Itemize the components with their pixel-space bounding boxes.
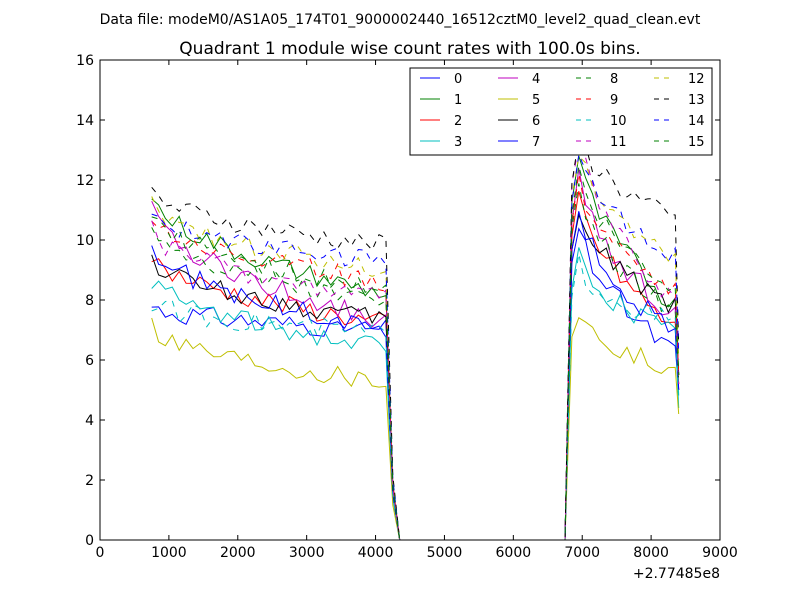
series-line-6	[151, 213, 680, 541]
y-tick-label: 4	[85, 413, 94, 429]
legend-label-7: 7	[532, 135, 540, 150]
legend-label-5: 5	[532, 93, 540, 108]
legend-label-4: 4	[532, 72, 540, 87]
series-line-5	[151, 317, 680, 541]
series-line-11	[151, 143, 680, 541]
y-tick-label: 2	[85, 473, 94, 489]
x-tick-label: 4000	[358, 545, 394, 561]
series-line-13	[151, 136, 680, 541]
series-line-8	[151, 183, 680, 541]
legend-label-2: 2	[454, 114, 462, 129]
legend-label-11: 11	[610, 135, 627, 150]
chart-title: Quadrant 1 module wise count rates with …	[179, 39, 640, 59]
x-tick-label: 3000	[289, 545, 325, 561]
series-line-10	[151, 253, 680, 541]
legend-label-0: 0	[454, 72, 462, 87]
y-tick-label: 16	[76, 53, 94, 69]
x-tick-label: 8000	[633, 545, 669, 561]
series-line-3	[151, 247, 680, 541]
x-tick-label: 1000	[151, 545, 187, 561]
y-tick-label: 0	[85, 533, 94, 549]
x-axis: 0 1000 2000 3000 4000 5000 6000 7000 8000 9000	[96, 60, 738, 561]
legend-label-8: 8	[610, 72, 618, 87]
series-line-12	[151, 155, 680, 541]
series-line-9	[151, 173, 680, 541]
x-tick-label: 9000	[702, 545, 738, 561]
legend-label-15: 15	[688, 135, 705, 150]
x-tick-label: 6000	[496, 545, 532, 561]
y-tick-label: 6	[85, 353, 94, 369]
x-axis-offset-label: +2.77485e8	[633, 566, 720, 582]
plot-series	[151, 136, 680, 541]
legend-label-13: 13	[688, 93, 705, 108]
x-tick-label: 0	[96, 545, 105, 561]
y-tick-label: 8	[85, 293, 94, 309]
y-tick-label: 12	[76, 173, 94, 189]
legend-label-14: 14	[688, 114, 705, 129]
x-tick-label: 5000	[427, 545, 463, 561]
legend-label-1: 1	[454, 93, 462, 108]
legend-label-10: 10	[610, 114, 627, 129]
legend-frame	[409, 67, 713, 156]
x-tick-label: 2000	[220, 545, 256, 561]
y-tick-label: 10	[76, 233, 94, 249]
legend-label-9: 9	[610, 93, 618, 108]
y-tick-label: 14	[76, 113, 94, 129]
legend-label-6: 6	[532, 114, 540, 129]
legend-label-12: 12	[688, 72, 705, 87]
legend-label-3: 3	[454, 135, 462, 150]
series-line-7	[151, 211, 680, 541]
x-tick-label: 7000	[564, 545, 600, 561]
figure-suptitle: Data file: modeM0/AS1A05_174T01_90000024…	[100, 12, 701, 28]
